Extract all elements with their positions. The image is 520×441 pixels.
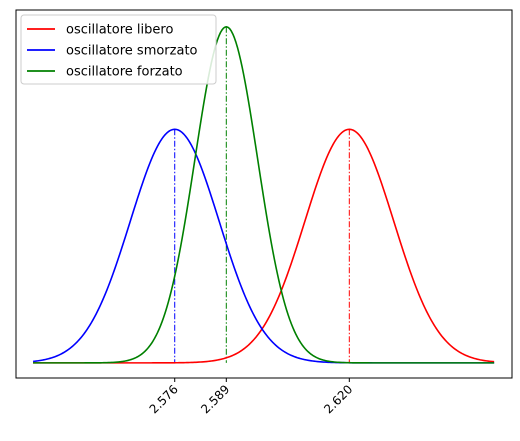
legend-label-oscillatore-forzato: oscillatore forzato bbox=[66, 65, 183, 80]
plot-frame bbox=[15, 9, 513, 379]
legend-label-oscillatore-libero: oscillatore libero bbox=[66, 23, 173, 38]
x-tick-label: 2.589 bbox=[198, 382, 232, 416]
series-oscillatore-forzato bbox=[33, 26, 495, 364]
legend: oscillatore libero oscillatore smorzato os… bbox=[20, 14, 217, 85]
legend-label-oscillatore-smorzato: oscillatore smorzato bbox=[66, 44, 198, 59]
series-curves bbox=[32, 26, 495, 364]
x-tick-label: 2.576 bbox=[147, 382, 181, 416]
legend-box bbox=[20, 14, 217, 85]
x-axis-ticks: 2.576 2.589 2.620 bbox=[147, 378, 355, 416]
vertical-marker-lines bbox=[174, 26, 350, 363]
series-oscillatore-libero bbox=[33, 128, 495, 364]
x-tick-label: 2.620 bbox=[321, 382, 355, 416]
